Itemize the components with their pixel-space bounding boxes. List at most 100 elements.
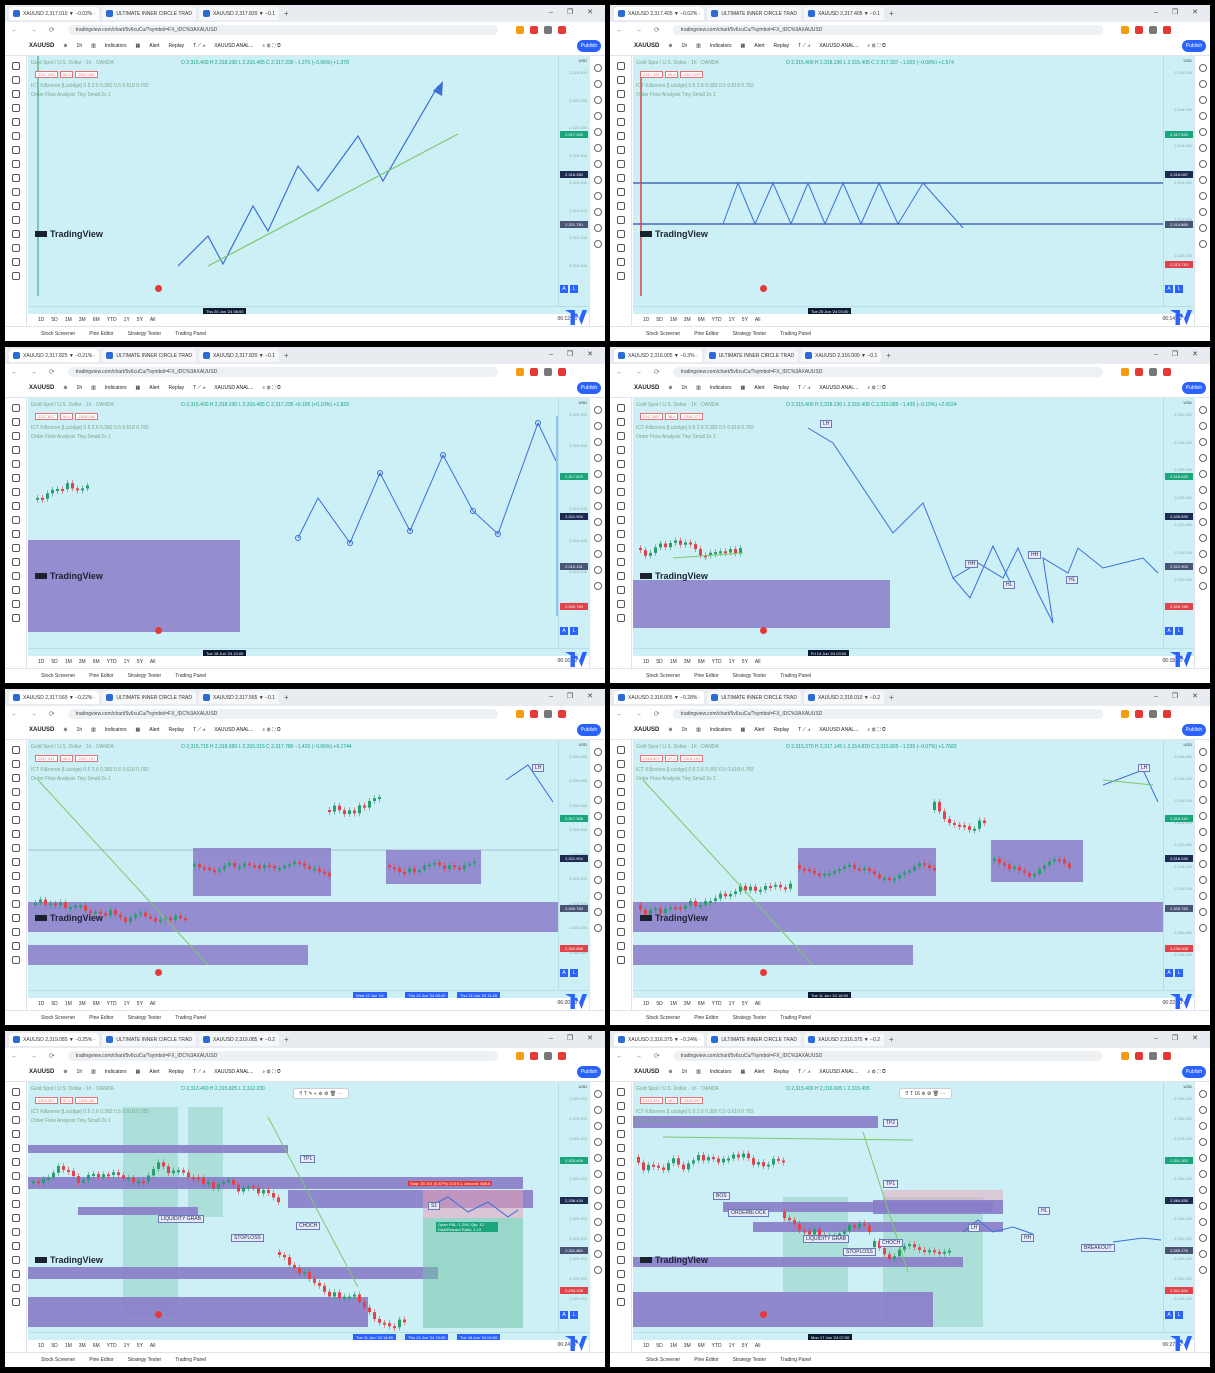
widget-icon[interactable]	[593, 80, 602, 88]
widget-icon[interactable]	[1198, 160, 1207, 168]
widget-icon[interactable]	[593, 208, 602, 216]
auto-scale-button[interactable]: A	[1165, 969, 1173, 977]
log-scale-button[interactable]: L	[1175, 969, 1183, 977]
search-icon[interactable]: ⌕ ⚙ ⛶ ◎	[867, 1069, 886, 1075]
chart-type-icon[interactable]: ▥	[696, 385, 701, 391]
indicators-button[interactable]: Indicators	[709, 385, 732, 391]
add-symbol-icon[interactable]: ⊕	[63, 385, 68, 391]
price-axis[interactable]: 2,390.0002,380.0002,370.0002,360.0002,35…	[1163, 1082, 1194, 1332]
drawing-tool-icon[interactable]	[11, 502, 20, 510]
widget-icon[interactable]	[1198, 208, 1207, 216]
extension-icon[interactable]	[557, 1051, 566, 1060]
period-button[interactable]: 1M	[669, 658, 677, 665]
publish-button[interactable]: Publish	[1182, 382, 1206, 394]
drawing-tool-icon[interactable]	[11, 928, 20, 936]
widget-icon[interactable]	[1198, 780, 1207, 788]
tab-ict-course[interactable]: ULTIMATE INNER CIRCLE TRAD	[102, 691, 196, 704]
drawing-tool-icon[interactable]	[616, 544, 625, 552]
tab-ict-course[interactable]: ULTIMATE INNER CIRCLE TRAD	[707, 7, 801, 20]
period-button[interactable]: 1D	[643, 1342, 650, 1349]
drawing-tool-icon[interactable]	[11, 216, 20, 224]
chart-type-icon[interactable]: ▥	[696, 43, 701, 49]
auto-scale-button[interactable]: A	[560, 627, 568, 635]
drawing-tool-icon[interactable]	[616, 1130, 625, 1138]
log-scale-button[interactable]: L	[570, 285, 578, 293]
period-button[interactable]: YTD	[106, 316, 117, 323]
drawing-tool-icon[interactable]	[616, 760, 625, 768]
drawing-tool-icon[interactable]	[11, 858, 20, 866]
order-chip[interactable]: 40.0	[59, 755, 74, 762]
bottom-tab[interactable]: Pine Editor	[89, 673, 114, 679]
widget-icon[interactable]	[593, 1170, 602, 1178]
drawing-tool-icon[interactable]	[11, 488, 20, 496]
interval-selector[interactable]: 1h	[76, 385, 83, 391]
alert-button[interactable]: Alert	[149, 385, 160, 391]
period-button[interactable]: 5Y	[741, 1342, 748, 1349]
order-chip[interactable]: 2317.807	[35, 413, 58, 420]
chart-canvas[interactable]: LH	[28, 740, 558, 990]
tab-chart-2[interactable]: XAUUSD 2,316.375 ▼ −0.2	[803, 1033, 885, 1046]
period-button[interactable]: 3M	[78, 316, 86, 323]
layout-name[interactable]: XAUUSD ANAL...	[819, 43, 859, 49]
widget-icon[interactable]	[593, 796, 602, 804]
widget-icon[interactable]	[593, 64, 602, 72]
widget-icon[interactable]	[1198, 470, 1207, 478]
widget-icon[interactable]	[1198, 844, 1207, 852]
order-chip[interactable]: 2316.397	[640, 1097, 663, 1104]
drawing-tool-icon[interactable]	[11, 404, 20, 412]
widget-icon[interactable]	[1198, 534, 1207, 542]
drawing-tool-icon[interactable]	[616, 418, 625, 426]
widget-icon[interactable]	[593, 454, 602, 462]
period-button[interactable]: 1Y	[123, 1000, 130, 1007]
drawing-tool-icon[interactable]	[11, 558, 20, 566]
widget-icon[interactable]	[1198, 224, 1207, 232]
widget-icon[interactable]	[593, 1090, 602, 1098]
drawing-tool-icon[interactable]	[11, 146, 20, 154]
symbol-search[interactable]: XAUUSD	[634, 1069, 660, 1075]
search-icon[interactable]: ⌕ ⚙ ⛶ ◎	[867, 43, 886, 49]
drawing-tool-icon[interactable]	[616, 244, 625, 252]
drawing-tool-icon[interactable]	[616, 572, 625, 580]
window-controls[interactable]: – ❐ ✕	[1154, 693, 1204, 700]
add-symbol-icon[interactable]: ⊕	[63, 727, 68, 733]
templates-icon[interactable]: ▦	[740, 727, 746, 733]
period-button[interactable]: 3M	[683, 1000, 691, 1007]
window-controls[interactable]: – ❐ ✕	[1154, 1035, 1204, 1042]
undo-redo-icons[interactable]: T ⟋ ⩘	[193, 1069, 206, 1075]
layout-name[interactable]: XAUUSD ANAL...	[819, 1069, 859, 1075]
tab-ict-course[interactable]: ULTIMATE INNER CIRCLE TRAD	[707, 1033, 801, 1046]
widget-icon[interactable]	[1198, 422, 1207, 430]
drawing-tool-icon[interactable]	[616, 1242, 625, 1250]
period-button[interactable]: YTD	[711, 1342, 722, 1349]
search-icon[interactable]: ⌕ ⚙ ⛶ ◎	[867, 727, 886, 733]
bottom-tab[interactable]: Trading Panel	[780, 1015, 812, 1021]
period-button[interactable]: 1M	[64, 1000, 72, 1007]
search-icon[interactable]: ⌕ ⚙ ⛶ ◎	[867, 385, 886, 391]
bottom-tab[interactable]: Stock Screener	[646, 1015, 681, 1021]
tab-chart-2[interactable]: XAUUSD 2,317.405 ▼ −0.1	[803, 7, 885, 20]
drawing-tool-icon[interactable]	[11, 244, 20, 252]
order-chip[interactable]: 2317.737	[75, 755, 99, 762]
bottom-tab[interactable]: Strategy Tester	[732, 331, 767, 337]
extension-icon[interactable]	[557, 367, 566, 376]
drawing-tool-icon[interactable]	[616, 188, 625, 196]
period-button[interactable]: 5D	[656, 1000, 663, 1007]
widget-icon[interactable]	[593, 96, 602, 104]
bottom-tab[interactable]: Stock Screener	[41, 673, 76, 679]
browser-nav-icons[interactable]: ← → ⟳	[11, 26, 60, 34]
period-button[interactable]: 1Y	[123, 1342, 130, 1349]
bottom-tab[interactable]: Pine Editor	[89, 1357, 114, 1363]
widget-icon[interactable]	[593, 812, 602, 820]
undo-redo-icons[interactable]: T ⟋ ⩘	[193, 43, 206, 49]
extension-icon[interactable]	[543, 709, 552, 718]
drawing-tool-icon[interactable]	[11, 760, 20, 768]
drawing-tool-icon[interactable]	[11, 1214, 20, 1222]
time-axis[interactable]: Tue 25 Jun '24 03:00	[633, 306, 1194, 314]
extension-icon[interactable]	[1162, 367, 1171, 376]
period-button[interactable]: 5D	[51, 1000, 58, 1007]
period-button[interactable]: 1M	[669, 1000, 677, 1007]
drawing-tool-icon[interactable]	[11, 62, 20, 70]
chart-canvas[interactable]	[633, 56, 1163, 306]
bottom-tab[interactable]: Trading Panel	[175, 1015, 207, 1021]
window-controls[interactable]: – ❐ ✕	[549, 1035, 599, 1042]
